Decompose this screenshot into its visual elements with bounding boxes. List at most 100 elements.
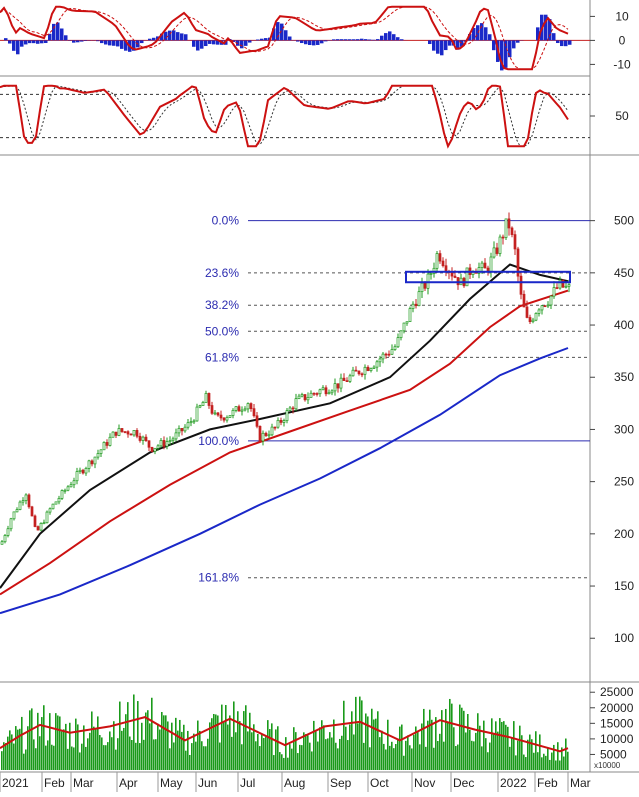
candle-body	[181, 428, 183, 431]
macd-histogram-bar	[184, 34, 188, 40]
candle-body	[34, 516, 36, 527]
panel-frames	[0, 0, 639, 772]
volume-bar	[229, 715, 231, 770]
candle-body	[262, 433, 264, 441]
volume-bar	[141, 723, 143, 770]
volume-bar	[45, 746, 47, 770]
macd-histogram-bar	[340, 39, 344, 40]
candle-body	[310, 393, 312, 397]
candle-body	[370, 368, 372, 370]
fibonacci-level-label: 100.0%	[198, 434, 239, 448]
volume-bar	[473, 741, 475, 770]
volume-bar	[559, 760, 561, 770]
candle-body	[553, 288, 555, 297]
candle-body	[79, 470, 81, 471]
macd-histogram-bar	[244, 40, 248, 45]
macd-histogram-bar	[324, 40, 328, 41]
volume-bar	[89, 733, 91, 770]
price-axis-label: 150	[614, 579, 634, 593]
macd-histogram-bar	[492, 40, 496, 50]
volume-bar	[55, 713, 57, 770]
macd-histogram-bar	[4, 38, 8, 40]
candle-body	[58, 498, 60, 501]
volume-bar	[551, 753, 553, 770]
candle-body	[418, 292, 420, 306]
candle-body	[496, 248, 498, 254]
candle-body	[535, 313, 537, 320]
volume-bar	[493, 734, 495, 770]
month-label: Dec	[453, 776, 474, 790]
volume-bar	[461, 708, 463, 770]
volume-bar	[365, 713, 367, 770]
candle-body	[283, 421, 285, 423]
candle-body	[325, 388, 327, 394]
candle-body	[514, 235, 516, 249]
macd-histogram-bar	[84, 40, 88, 41]
volume-bar	[495, 721, 497, 770]
candle-body	[193, 421, 195, 422]
candle-body	[520, 276, 522, 294]
macd-histogram-bar	[368, 39, 372, 40]
volume-bar	[391, 742, 393, 770]
candle-body	[118, 428, 120, 435]
macd-histogram-bar	[196, 40, 200, 50]
volume-bar	[387, 720, 389, 770]
macd-histogram-bar	[344, 39, 348, 40]
volume-bar	[399, 727, 401, 770]
macd-histogram-bar	[16, 40, 20, 54]
candle-body	[4, 535, 6, 541]
candle-body	[97, 454, 99, 458]
volume-bar	[279, 752, 281, 770]
candle-body	[550, 296, 552, 305]
volume-bar	[555, 760, 557, 770]
candle-body	[199, 406, 201, 408]
volume-bar	[303, 732, 305, 770]
volume-bar	[73, 747, 75, 770]
candle-body	[400, 331, 402, 338]
volume-bar	[131, 740, 133, 770]
macd-histogram-bar	[364, 39, 368, 40]
volume-moving-average	[0, 717, 568, 751]
candle-body	[343, 378, 345, 380]
candle-body	[412, 304, 414, 308]
candle-body	[85, 468, 87, 473]
volume-bar	[75, 719, 77, 770]
volume-bar	[205, 746, 207, 770]
volume-bar	[319, 727, 321, 770]
macd-histogram-bar	[108, 40, 112, 45]
volume-bar	[99, 735, 101, 770]
volume-bar	[187, 731, 189, 770]
candle-body	[55, 502, 57, 504]
moving-average-line	[0, 291, 568, 595]
macd-histogram-bar	[112, 40, 116, 45]
fibonacci-level-label: 23.6%	[205, 266, 239, 280]
macd-histogram-bar	[372, 40, 376, 41]
volume-bar	[481, 746, 483, 770]
candle-body	[259, 426, 261, 441]
candle-body	[457, 278, 459, 285]
volume-bar	[1, 751, 3, 770]
candle-body	[349, 376, 351, 382]
candle-body	[103, 442, 105, 449]
macd-histogram-bar	[44, 40, 48, 43]
volume-bar	[161, 712, 163, 770]
candle-body	[178, 428, 180, 433]
volume-bar	[85, 747, 87, 770]
volume-bar	[105, 745, 107, 770]
month-label: Feb	[537, 776, 558, 790]
volume-bar	[223, 722, 225, 770]
macd-histogram-bar	[204, 40, 208, 46]
candle-body	[436, 254, 438, 269]
volume-bar	[443, 742, 445, 770]
volume-bar	[457, 745, 459, 770]
candle-body	[154, 448, 156, 451]
volume-bar	[405, 741, 407, 770]
volume-bar	[307, 735, 309, 770]
macd-axis-label: 10	[615, 9, 629, 23]
volume-bar	[389, 746, 391, 770]
volume-bar	[235, 732, 237, 770]
candle-body	[43, 523, 45, 524]
macd-histogram-bar	[24, 40, 28, 44]
volume-bar	[445, 709, 447, 770]
volume-bar	[123, 728, 125, 770]
